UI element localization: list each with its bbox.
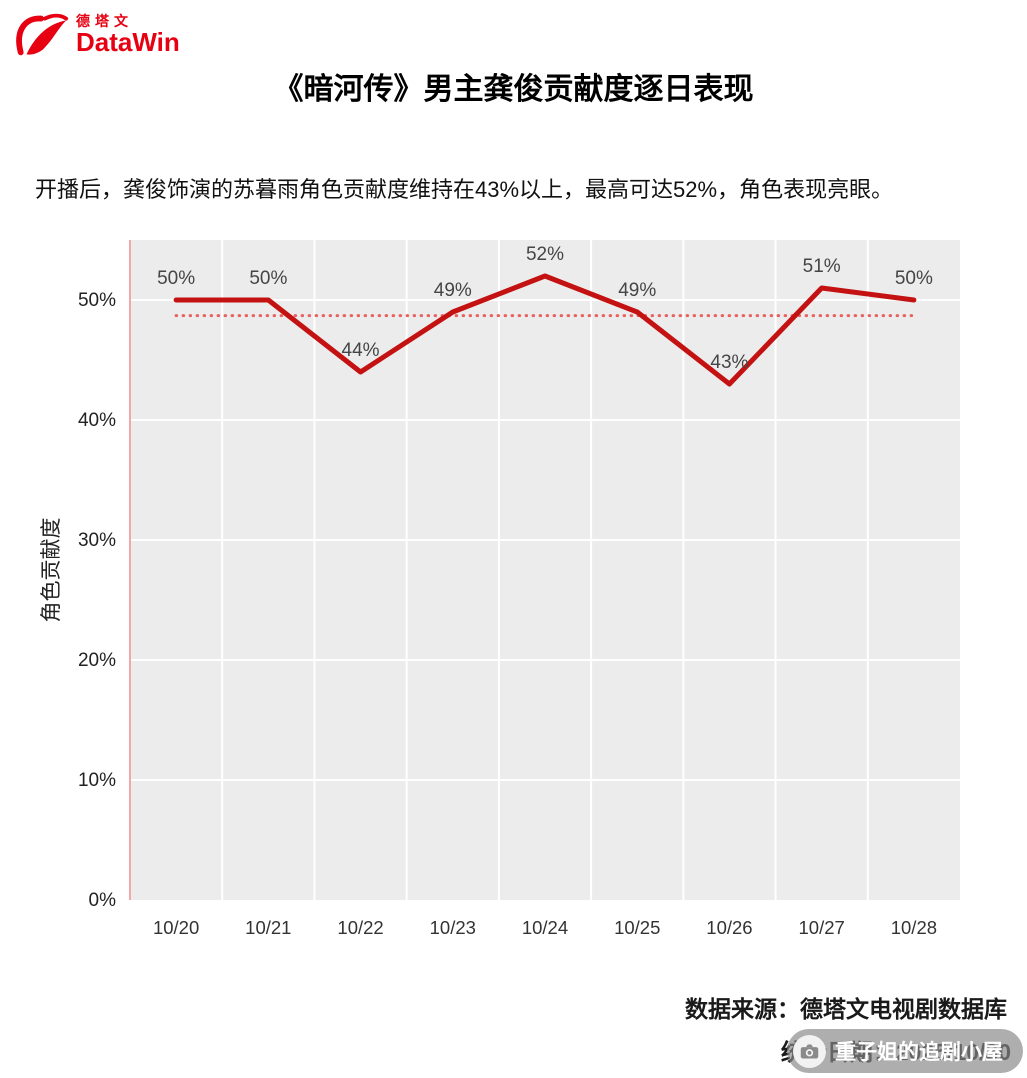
plot-area bbox=[130, 240, 960, 900]
watermark-text: 重子姐的追剧小屋 bbox=[835, 1041, 1003, 1064]
x-tick-label: 10/23 bbox=[430, 917, 476, 938]
y-tick-label: 0% bbox=[89, 890, 117, 911]
y-axis-title: 角色贡献度 bbox=[40, 518, 63, 623]
y-tick-label: 50% bbox=[78, 290, 116, 311]
data-label: 44% bbox=[342, 340, 380, 361]
x-tick-label: 10/22 bbox=[337, 917, 383, 938]
data-label: 50% bbox=[157, 268, 195, 289]
datawin-logo-icon bbox=[16, 13, 69, 56]
data-label: 51% bbox=[803, 256, 841, 277]
x-tick-label: 10/28 bbox=[891, 917, 937, 938]
y-tick-label: 30% bbox=[78, 530, 116, 551]
data-label: 43% bbox=[710, 352, 748, 373]
logo-text: 德塔文 DataWin bbox=[76, 14, 180, 56]
line-chart: 50% 10/20 50% 10/21 44% 10/22 49% 10/23 52% 10/24… bbox=[40, 240, 960, 938]
data-source: 数据来源：德塔文电视剧数据库 bbox=[685, 996, 1007, 1022]
x-tick-label: 10/26 bbox=[706, 917, 752, 938]
page-title: 《暗河传》男主龚俊贡献度逐日表现 bbox=[273, 73, 754, 106]
subtitle: 开播后，龚俊饰演的苏暮雨角色贡献度维持在43%以上，最高可达52%，角色表现亮眼… bbox=[35, 177, 894, 202]
logo-text-en: DataWin bbox=[76, 26, 180, 57]
x-tick-label: 10/27 bbox=[799, 917, 845, 938]
data-label: 52% bbox=[526, 244, 564, 265]
data-label: 49% bbox=[618, 280, 656, 301]
y-tick-label: 20% bbox=[78, 650, 116, 671]
x-tick-label: 10/24 bbox=[522, 917, 568, 938]
x-tick-label: 10/25 bbox=[614, 917, 660, 938]
y-tick-label: 10% bbox=[78, 770, 116, 791]
datawin-logo: 德塔文 DataWin bbox=[12, 10, 180, 60]
camera-icon bbox=[793, 1034, 826, 1068]
x-tick-label: 10/20 bbox=[153, 917, 199, 938]
data-label: 50% bbox=[895, 268, 933, 289]
y-tick-label: 40% bbox=[78, 410, 116, 431]
data-label: 49% bbox=[434, 280, 472, 301]
watermark: 重子姐的追剧小屋 bbox=[787, 1029, 1023, 1073]
line-series bbox=[173, 273, 917, 387]
logo-text-cn: 德塔文 bbox=[76, 13, 133, 29]
data-label: 50% bbox=[249, 268, 287, 289]
x-tick-label: 10/21 bbox=[245, 917, 291, 938]
